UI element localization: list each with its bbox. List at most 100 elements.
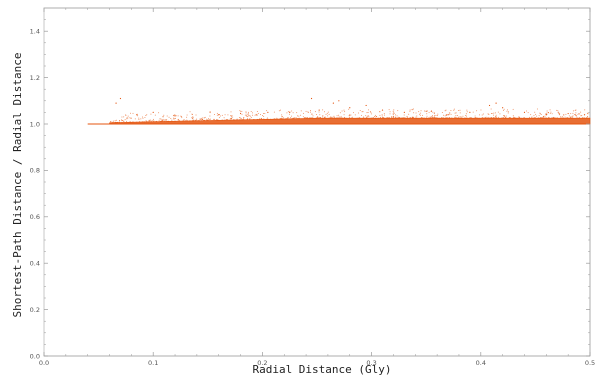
- chart-frame: [43, 7, 591, 357]
- scatter-point: [403, 117, 405, 119]
- scatter-point: [432, 111, 434, 113]
- scatter-point: [409, 117, 411, 119]
- scatter-point: [218, 119, 220, 121]
- scatter-point: [381, 115, 383, 117]
- scatter-point: [115, 119, 117, 121]
- scatter-point: [459, 112, 461, 114]
- outlier-point: [349, 107, 351, 109]
- scatter-point: [192, 117, 194, 119]
- scatter-point: [213, 118, 215, 120]
- scatter-point: [130, 121, 132, 123]
- scatter-point: [515, 117, 517, 119]
- scatter-point: [185, 120, 187, 122]
- scatter-point: [429, 117, 431, 119]
- scatter-point: [209, 112, 211, 114]
- scatter-point: [379, 111, 381, 113]
- scatter-point: [446, 117, 448, 119]
- outlier-point: [447, 114, 449, 116]
- scatter-point: [322, 115, 324, 117]
- outlier-point: [488, 104, 491, 107]
- outlier-point: [136, 114, 138, 116]
- scatter-point: [230, 119, 232, 121]
- scatter-point: [181, 120, 183, 122]
- scatter-point: [578, 117, 580, 119]
- scatter-point: [285, 118, 287, 120]
- scatter-point: [226, 118, 228, 120]
- y-tick-label: 1.2: [30, 74, 40, 82]
- scatter-point: [493, 117, 495, 119]
- scatter-point: [448, 117, 450, 119]
- scatter-point: [454, 116, 456, 118]
- scatter-point: [523, 117, 525, 119]
- scatter-point: [306, 117, 308, 119]
- scatter-point: [343, 109, 345, 111]
- scatter-point: [146, 114, 148, 116]
- scatter-point: [445, 114, 447, 116]
- scatter-point: [370, 111, 372, 113]
- scatter-point: [153, 121, 155, 123]
- scatter-point: [262, 114, 263, 116]
- scatter-point: [575, 115, 577, 117]
- scatter-point: [336, 115, 338, 117]
- scatter-point: [330, 117, 332, 119]
- scatter-point: [192, 116, 194, 118]
- scatter-point: [240, 118, 242, 120]
- scatter-point: [427, 117, 429, 119]
- scatter-point: [333, 115, 335, 117]
- scatter-point: [203, 119, 205, 121]
- scatter-point: [395, 116, 397, 118]
- scatter-point: [200, 119, 202, 121]
- scatter-point: [462, 115, 464, 117]
- scatter-point: [469, 117, 471, 119]
- scatter-point: [538, 117, 540, 119]
- scatter-point: [257, 113, 259, 115]
- scatter-point: [398, 117, 400, 119]
- scatter-point: [248, 115, 250, 117]
- scatter-point: [546, 110, 548, 112]
- scatter-point: [404, 117, 406, 119]
- scatter-point: [449, 112, 451, 114]
- scatter-point: [383, 117, 385, 119]
- scatter-point: [262, 118, 264, 120]
- scatter-point: [239, 110, 241, 112]
- scatter-point: [189, 120, 191, 122]
- scatter-point: [145, 120, 147, 122]
- scatter-point: [306, 117, 308, 119]
- scatter-point: [533, 115, 535, 117]
- scatter-point: [324, 117, 326, 119]
- scatter-point: [508, 111, 510, 113]
- scatter-point: [195, 119, 197, 121]
- scatter-point: [230, 115, 232, 117]
- scatter-point: [550, 111, 552, 113]
- scatter-point: [238, 117, 240, 119]
- scatter-point: [575, 109, 577, 111]
- scatter-point: [428, 111, 430, 113]
- scatter-point: [465, 114, 467, 116]
- scatter-point: [396, 115, 398, 117]
- scatter-point: [499, 113, 501, 115]
- outlier-point: [318, 109, 320, 111]
- scatter-point: [206, 119, 208, 121]
- scatter-point: [304, 117, 306, 119]
- scatter-point: [231, 115, 233, 117]
- scatter-point: [111, 122, 113, 124]
- scatter-point: [233, 119, 235, 121]
- scatter-point: [331, 116, 333, 118]
- scatter-point: [195, 114, 197, 116]
- scatter-point: [181, 116, 183, 118]
- scatter-point: [323, 111, 325, 113]
- scatter-point: [325, 113, 327, 115]
- y-axis-title: Shortest-Path Distance / Radial Distance: [11, 53, 24, 318]
- scatter-point: [367, 115, 369, 117]
- scatter-point: [236, 119, 238, 121]
- scatter-point: [582, 117, 584, 119]
- scatter-point: [457, 117, 459, 119]
- scatter-point: [393, 117, 395, 119]
- outlier-point: [218, 114, 220, 116]
- scatter-point: [175, 115, 177, 117]
- scatter-point: [126, 120, 128, 122]
- scatter-point: [343, 117, 345, 119]
- scatter-point: [397, 110, 399, 112]
- scatter-point: [174, 120, 176, 122]
- scatter-point: [228, 119, 230, 121]
